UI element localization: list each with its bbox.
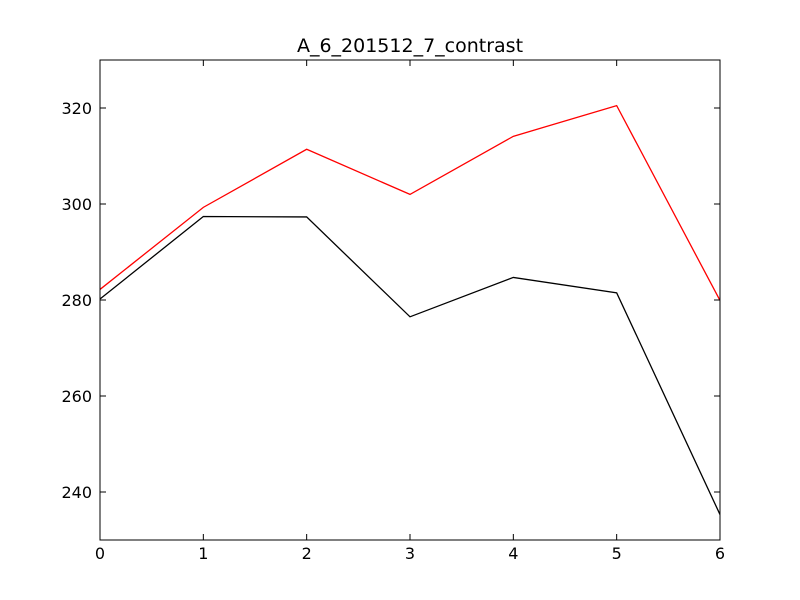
x-tick-label: 4	[508, 544, 518, 563]
series-line-2	[99, 215, 721, 515]
y-tick-label: 240	[61, 483, 92, 502]
x-tick-label: 6	[715, 544, 725, 563]
y-tick-label: 300	[61, 195, 92, 214]
series-layer	[99, 104, 721, 515]
x-tick-label: 3	[405, 544, 415, 563]
x-tick-label: 0	[95, 544, 105, 563]
y-axis: 240 260 280 300 320	[61, 99, 720, 502]
x-tick-label: 2	[302, 544, 312, 563]
x-axis: 0 1 2 3 4 5 6	[95, 60, 725, 563]
y-tick-label: 320	[61, 99, 92, 118]
y-tick-label: 260	[61, 387, 92, 406]
x-tick-label: 5	[612, 544, 622, 563]
x-tick-label: 1	[198, 544, 208, 563]
y-tick-label: 280	[61, 291, 92, 310]
chart-title: A_6_201512_7_contrast	[297, 35, 523, 57]
series-line-1	[99, 104, 721, 301]
